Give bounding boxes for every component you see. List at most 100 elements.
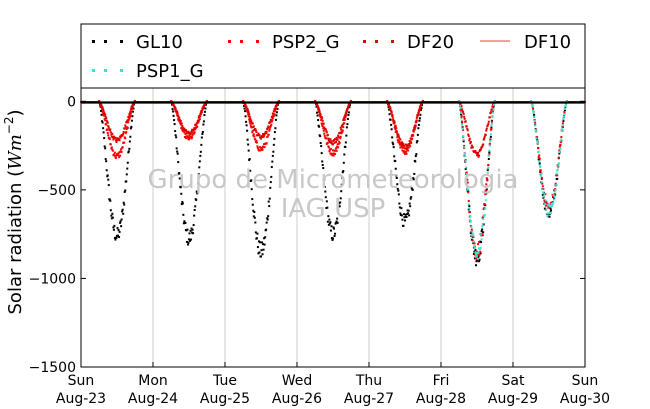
data-point [116,227,119,230]
data-point [329,138,332,141]
x-tick-date: Aug-28 [416,391,466,407]
data-point [539,174,542,177]
data-point [484,199,487,202]
data-point [171,108,174,111]
data-point [477,151,480,154]
data-point [419,108,422,111]
data-point [189,132,192,135]
data-point [246,129,249,132]
data-point [474,264,477,267]
data-point [412,178,415,181]
data-point [419,105,422,108]
data-point [535,137,538,140]
data-point [395,130,398,133]
data-point [342,161,345,164]
data-point [402,213,405,216]
data-point [473,242,476,245]
data-point [484,204,487,207]
y-tick-label: 0 [67,94,76,110]
data-point [129,110,132,113]
data-point [273,110,276,113]
data-point [335,141,338,144]
legend-box [80,23,586,89]
data-point [323,134,326,137]
data-point [398,141,401,144]
data-point [319,112,322,115]
data-point [459,104,462,107]
legend-entry: DF10 [480,32,571,53]
data-point [105,119,108,122]
data-point [333,149,336,152]
data-point [462,138,465,141]
data-point [124,124,127,127]
data-point [258,149,261,152]
data-point [350,100,352,103]
data-point [129,114,132,117]
data-point [130,119,133,122]
data-point [244,102,247,105]
data-point [483,203,486,206]
data-point [469,220,472,223]
data-point [104,158,107,161]
data-point [340,183,343,186]
data-point [482,218,485,221]
data-point [478,253,481,256]
data-point [406,146,409,149]
data-point [200,109,203,112]
data-point [320,145,323,148]
data-point [340,128,343,131]
data-point [194,128,197,131]
data-point [321,160,324,163]
data-point [200,136,203,139]
data-point [321,164,324,167]
data-point [269,181,272,184]
data-point [244,110,247,113]
data-point [472,246,475,249]
data-point [536,141,539,144]
data-point [276,107,279,110]
data-point [182,222,185,225]
data-point [398,206,401,209]
data-point [474,248,477,251]
data-point [119,136,122,139]
data-point [471,146,474,149]
data-point [557,156,560,159]
data-point [268,197,271,200]
data-point [388,104,391,107]
data-point [466,187,469,190]
data-point [347,113,350,116]
data-point [336,143,339,146]
data-point [477,253,480,256]
data-point [249,122,252,125]
data-point [470,144,473,147]
data-point [339,135,342,138]
data-point [393,126,396,129]
data-point [397,133,400,136]
data-point [260,148,263,151]
x-tick-day: Thu [355,373,382,389]
data-point [343,116,346,119]
data-point [466,178,469,181]
data-point [346,106,349,109]
data-point [320,119,323,122]
data-point [203,102,206,105]
data-point [393,121,396,124]
data-point [550,201,553,204]
data-point [336,217,339,220]
data-point [396,139,399,142]
data-point [177,114,180,117]
data-point [263,243,266,246]
data-point [182,213,185,216]
data-point [272,143,275,146]
data-point [104,119,107,122]
data-point [245,106,248,109]
data-point [278,100,280,103]
legend-entry: PSP2_G [228,32,340,53]
data-point [268,205,271,208]
data-point [391,141,394,144]
data-point [346,117,349,120]
data-point [177,119,180,122]
data-point [557,162,560,165]
data-point [102,108,105,111]
data-point [274,118,277,121]
